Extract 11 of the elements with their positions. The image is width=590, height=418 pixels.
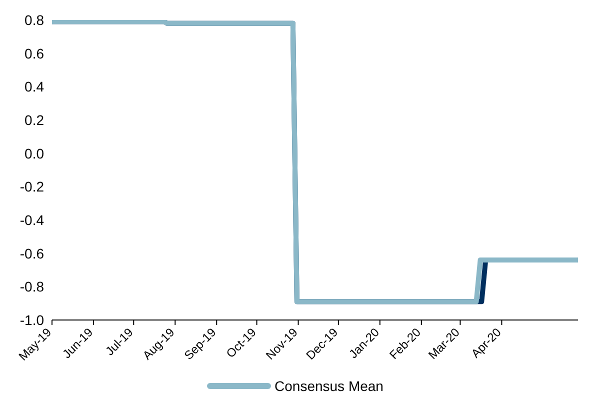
y-tick-label: -0.4 bbox=[20, 212, 44, 228]
y-tick-label: -1.0 bbox=[20, 312, 44, 328]
y-tick-label: 0.8 bbox=[24, 12, 44, 28]
y-tick-label: -0.2 bbox=[20, 178, 44, 195]
legend-label: Consensus Mean bbox=[274, 378, 384, 394]
y-tick-label: 0.6 bbox=[24, 45, 44, 62]
y-tick-label: -0.8 bbox=[20, 278, 44, 295]
y-tick-label: 0.4 bbox=[24, 78, 44, 95]
y-tick-label: 0.0 bbox=[24, 145, 44, 162]
y-tick-label: 0.2 bbox=[24, 112, 44, 128]
y-tick-label: -0.6 bbox=[20, 245, 44, 262]
